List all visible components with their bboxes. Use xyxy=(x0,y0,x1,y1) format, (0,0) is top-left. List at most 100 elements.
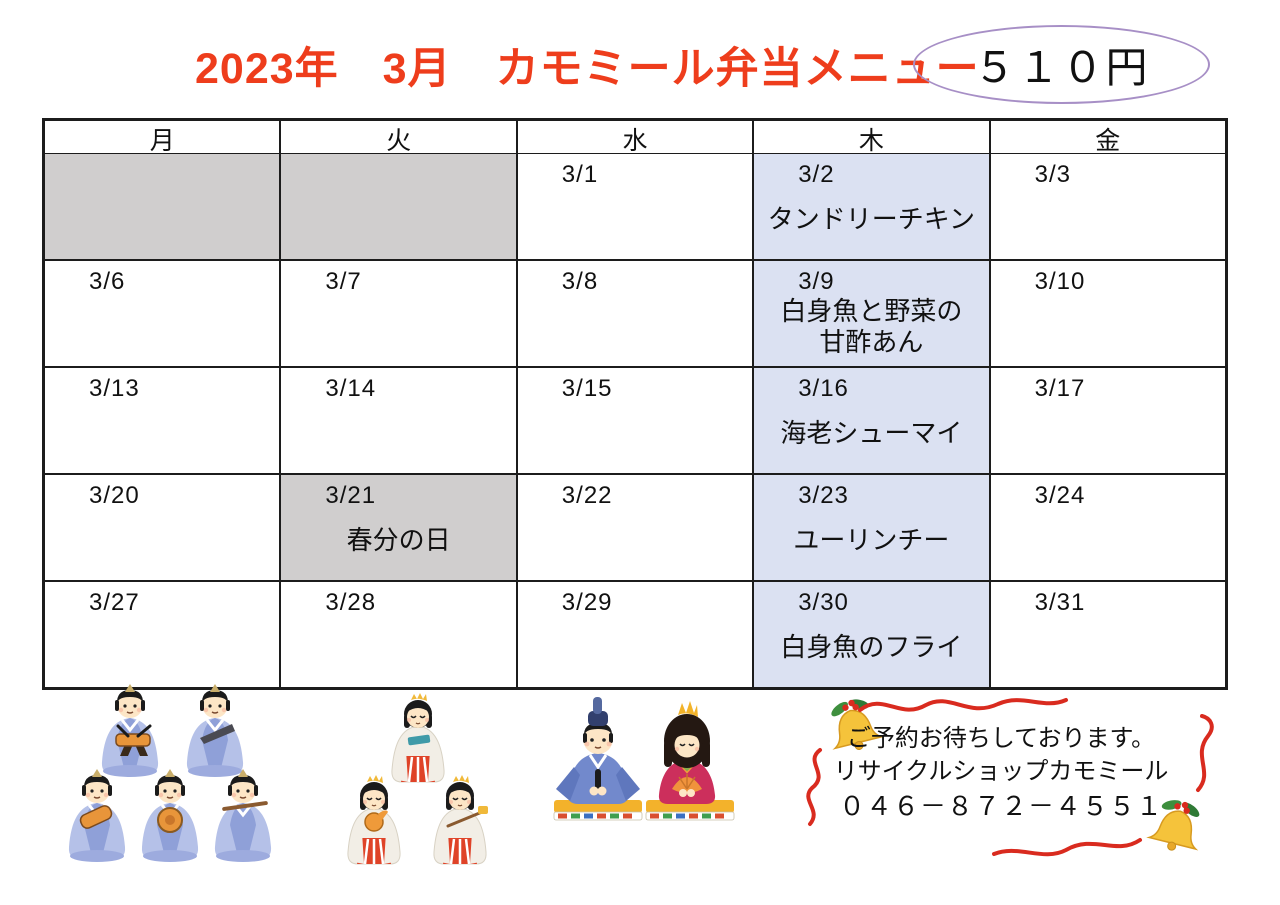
calendar-cell xyxy=(280,153,517,260)
cell-date: 3/23 xyxy=(798,482,849,509)
ribbon-icon xyxy=(992,838,1142,857)
bell-and-ribbon-decoration xyxy=(806,692,1214,857)
cell-date: 3/21 xyxy=(325,482,377,509)
reservation-message: ご予約お待ちしております。 xyxy=(846,725,1156,752)
calendar-cell: 3/24 xyxy=(989,474,1226,581)
cell-menu-text xyxy=(281,296,515,366)
calendar-week-row: 3/27 3/28 3/29 3/30 白身魚のフライ 3/31 xyxy=(44,581,1226,688)
page-title: 2023年 3月 カモミール弁当メニュー xyxy=(195,45,980,93)
cell-date: 3/10 xyxy=(1034,268,1086,295)
calendar-cell: 3/28 xyxy=(280,581,517,688)
calendar-week-row: 3/6 3/7 3/8 3/9 白身魚と野菜の 甘酢あん 3/10 xyxy=(44,260,1226,368)
cell-date: 3/22 xyxy=(561,482,613,509)
cell-date xyxy=(281,154,515,161)
cell-menu-text: 白身魚と野菜の 甘酢あん xyxy=(780,296,963,358)
cell-menu-text xyxy=(518,510,752,580)
cell-date: 3/20 xyxy=(89,482,140,509)
cell-date: 3/3 xyxy=(1034,161,1071,188)
calendar-body: 3/1 3/2 タンドリーチキン 3/3 3/6 3/7 3/8 3/9 白身魚… xyxy=(44,153,1226,688)
cell-menu-text xyxy=(281,161,515,259)
calendar-cell: 3/22 xyxy=(516,474,754,581)
calendar-cell xyxy=(44,153,281,260)
calendar-cell: 3/7 xyxy=(280,260,517,368)
shop-name: リサイクルショップカモミール xyxy=(833,758,1169,785)
calendar-week-row: 3/1 3/2 タンドリーチキン 3/3 xyxy=(44,153,1226,260)
cell-date: 3/31 xyxy=(1034,589,1086,616)
phone-number: ０４６－８７２－４５５１ xyxy=(838,791,1163,821)
footer-message: ご予約お待ちしております。 リサイクルショップカモミール ０４６－８７２－４５５… xyxy=(806,722,1196,824)
calendar-cell: 3/14 xyxy=(280,367,517,474)
sake-cup-icon xyxy=(407,734,431,746)
cell-date: 3/15 xyxy=(561,375,613,402)
calendar-cell: 3/6 xyxy=(44,260,281,368)
calendar-cell: 3/3 xyxy=(989,153,1226,260)
calendar-cell: 3/9 白身魚と野菜の 甘酢あん xyxy=(753,260,990,368)
emperor-doll-icon xyxy=(556,697,640,804)
calendar-week-row: 3/13 3/14 3/15 3/16 海老シューマイ 3/17 xyxy=(44,367,1226,474)
cell-date: 3/2 xyxy=(798,161,835,188)
calendar-cell: 3/16 海老シューマイ xyxy=(753,367,990,474)
cell-date: 3/1 xyxy=(561,161,599,188)
cell-menu-text: 春分の日 xyxy=(346,525,451,556)
calendar-cell: 3/20 xyxy=(44,474,281,581)
cell-date: 3/29 xyxy=(561,589,613,616)
ribbon-icon xyxy=(806,748,822,826)
cell-date: 3/7 xyxy=(325,268,362,295)
cell-date: 3/16 xyxy=(798,375,849,402)
cell-menu-text xyxy=(281,617,515,687)
sake-pourer-icon xyxy=(364,810,388,832)
hand-drum-icon xyxy=(157,807,183,833)
cell-menu-text xyxy=(991,617,1225,687)
flute-icon xyxy=(222,801,268,811)
cell-date: 3/14 xyxy=(325,375,377,402)
cell-date: 3/24 xyxy=(1034,482,1086,509)
fan-icon xyxy=(200,724,235,744)
calendar-cell: 3/23 ユーリンチー xyxy=(753,474,990,581)
calendar-cell: 3/2 タンドリーチキン xyxy=(753,153,990,260)
price-badge: ５１０円 xyxy=(913,25,1210,104)
cell-menu-text xyxy=(45,161,279,259)
five-court-musicians-illustration xyxy=(67,684,273,864)
cell-date: 3/28 xyxy=(325,589,377,616)
calendar-cell: 3/21 春分の日 xyxy=(280,474,517,581)
menu-calendar: 月火水木金 3/1 3/2 タンドリーチキン 3/3 3/6 3/7 3/8 3… xyxy=(42,118,1228,690)
calendar-cell: 3/27 xyxy=(44,581,281,688)
taiko-drum-icon xyxy=(115,724,152,756)
three-court-ladies-illustration xyxy=(346,692,488,866)
cell-menu-text: 白身魚のフライ xyxy=(780,632,963,663)
empress-doll-icon xyxy=(658,701,716,804)
cell-date: 3/9 xyxy=(798,268,835,295)
price-badge-text: ５１０円 xyxy=(973,44,1150,91)
calendar-cell: 3/15 xyxy=(516,367,754,474)
cell-menu-text xyxy=(45,403,279,473)
cell-date: 3/13 xyxy=(89,375,140,402)
calendar-cell: 3/17 xyxy=(989,367,1226,474)
cell-menu-text xyxy=(518,403,752,473)
cell-date: 3/8 xyxy=(561,268,599,295)
cell-menu-text xyxy=(281,403,515,473)
cell-date: 3/6 xyxy=(89,268,126,295)
cell-date: 3/30 xyxy=(798,589,849,616)
cell-menu-text xyxy=(991,189,1225,259)
cell-menu-text xyxy=(991,510,1225,580)
cell-menu-text xyxy=(518,296,752,366)
calendar-header-row: 月火水木金 xyxy=(44,120,1226,158)
cell-menu-text xyxy=(45,617,279,687)
calendar-cell: 3/8 xyxy=(516,260,754,368)
calendar-cell: 3/10 xyxy=(989,260,1226,368)
cell-date: 3/17 xyxy=(1034,375,1086,402)
cell-menu-text xyxy=(991,296,1225,366)
calendar-week-row: 3/20 3/21 春分の日 3/22 3/23 ユーリンチー 3/24 xyxy=(44,474,1226,581)
cell-menu-text xyxy=(991,403,1225,473)
calendar-cell: 3/30 白身魚のフライ xyxy=(753,581,990,688)
cell-menu-text: タンドリーチキン xyxy=(767,204,975,235)
ribbon-icon xyxy=(858,698,1068,712)
calendar-cell: 3/29 xyxy=(516,581,754,688)
calendar-cell: 3/1 xyxy=(516,153,754,260)
cell-menu-text: 海老シューマイ xyxy=(780,418,963,449)
cell-menu-text xyxy=(518,189,752,259)
cell-menu-text xyxy=(45,510,279,580)
cell-date: 3/27 xyxy=(89,589,140,616)
emperor-and-empress-illustration xyxy=(553,697,735,821)
